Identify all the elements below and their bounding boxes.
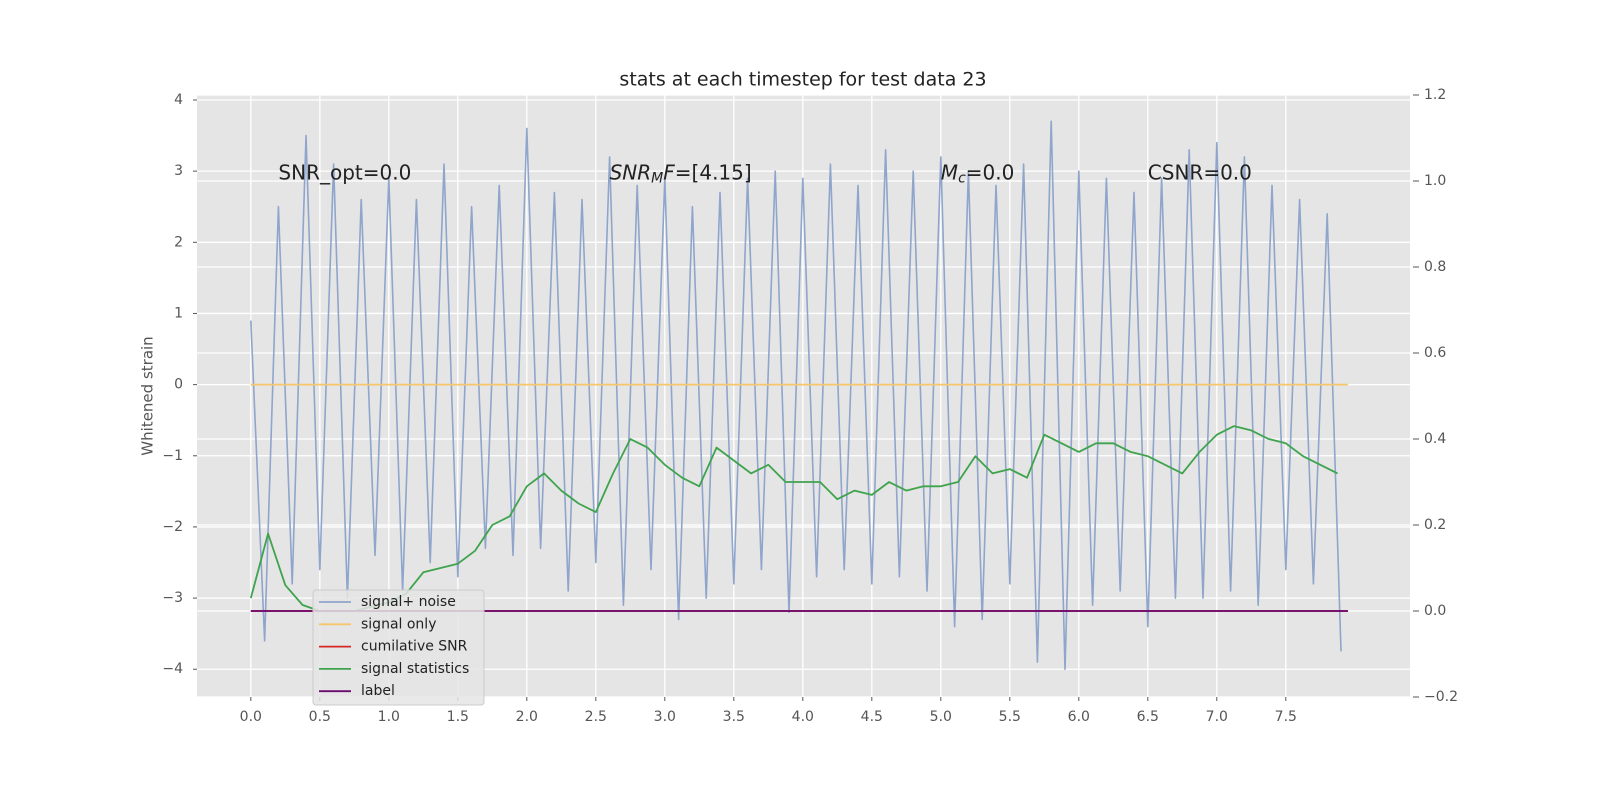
x-tick-label: 2.0 (516, 709, 538, 725)
y2-tick-label: 0.8 (1424, 259, 1446, 275)
y-tick-label: 1 (174, 305, 183, 321)
legend-box (312, 589, 485, 706)
annotation-part: M (941, 160, 958, 184)
y2-tick-label: 0.0 (1424, 603, 1446, 619)
x-tick-label: 1.0 (378, 709, 400, 725)
y-tick-label: −2 (162, 519, 183, 535)
x-tick-label: 0.5 (309, 709, 331, 725)
y-tick-label: 2 (174, 234, 183, 250)
x-tick-label: 3.5 (723, 709, 745, 725)
annotation: SNR_opt=0.0 (278, 160, 411, 184)
annotation: CSNR=0.0 (1148, 160, 1252, 184)
x-tick-label: 3.0 (654, 709, 676, 725)
y2-tick-label: −0.2 (1424, 689, 1458, 705)
x-tick-label: 5.5 (999, 709, 1021, 725)
annotation: Mc=0.0 (941, 160, 1015, 187)
y-tick-label: −1 (162, 448, 183, 464)
y2-tick-label: 0.2 (1424, 517, 1446, 533)
series-line (250, 120, 1342, 671)
annotation-part: =[4.15] (675, 160, 752, 184)
y-tick-label: 3 (174, 163, 183, 179)
legend-label: cumilative SNR (361, 639, 468, 655)
legend-label: label (361, 683, 395, 699)
y2-tick-label: 1.0 (1424, 173, 1446, 189)
series-line (249, 425, 1338, 612)
x-tick-label: 1.5 (447, 709, 469, 725)
annotation-part: CSNR=0.0 (1148, 160, 1252, 184)
x-tick-label: 0.0 (240, 709, 262, 725)
y-tick-label: 4 (174, 92, 183, 108)
x-tick-label: 6.5 (1137, 709, 1159, 725)
annotation-part: F (663, 160, 675, 184)
annotation-part: SNR (610, 160, 652, 184)
annotation-part: c (958, 170, 966, 186)
y-tick-label: 0 (174, 377, 183, 393)
x-tick-label: 5.0 (930, 709, 952, 725)
x-tick-label: 4.5 (861, 709, 883, 725)
y-tick-label: −3 (162, 590, 183, 606)
x-tick-label: 7.5 (1275, 709, 1297, 725)
legend-label: signal only (361, 616, 436, 632)
legend-label: signal statistics (361, 661, 469, 677)
legend-label: signal+ noise (361, 594, 456, 610)
annotation-part: =0.0 (966, 160, 1015, 184)
y2-tick-label: 1.2 (1424, 87, 1446, 103)
x-tick-label: 7.0 (1206, 709, 1228, 725)
annotation: SNRMF=[4.15] (610, 160, 752, 187)
legend: signal+ noise signal only cumilative SNR si… (312, 589, 485, 706)
annotation-part: SNR_opt=0.0 (278, 160, 411, 184)
x-tick-label: 4.0 (792, 709, 814, 725)
y2-tick-label: 0.4 (1424, 431, 1446, 447)
annotation-part: M (651, 170, 663, 186)
y-axis-label: Whitened strain (139, 336, 157, 455)
y-tick-label: −4 (162, 661, 183, 677)
chart-title: stats at each timestep for test data 23 (619, 69, 986, 91)
y2-tick-label: 0.6 (1424, 345, 1446, 361)
x-tick-label: 6.0 (1068, 709, 1090, 725)
x-tick-label: 2.5 (585, 709, 607, 725)
